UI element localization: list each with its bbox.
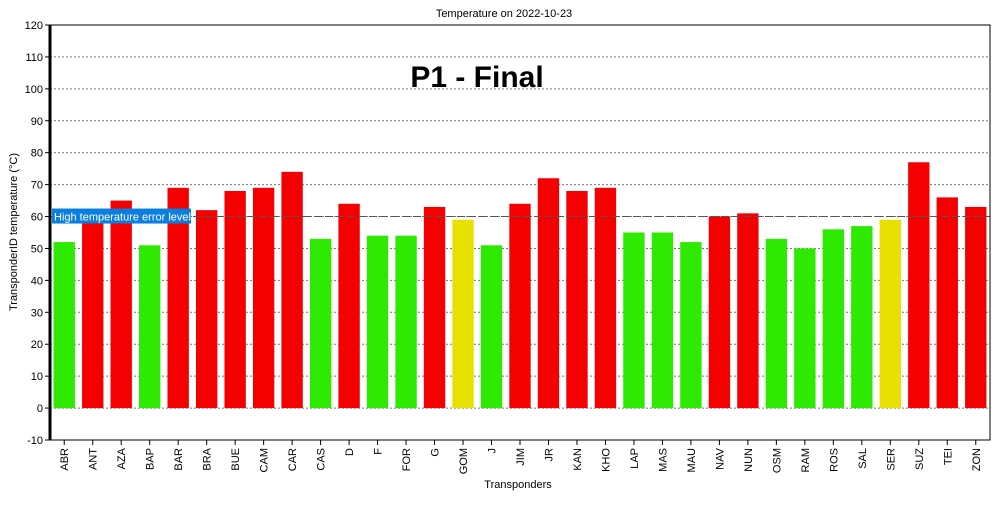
x-tick-label: NUN [743, 448, 755, 472]
y-tick-label: 110 [25, 52, 43, 64]
bar-g [423, 206, 446, 409]
x-tick-label: JR [543, 448, 555, 462]
x-tick-label: BAP [145, 448, 157, 470]
x-tick-label: RAM [800, 448, 812, 472]
x-tick-label: BAR [173, 448, 185, 471]
x-tick-label: LAP [629, 448, 641, 469]
y-tick-label: 20 [31, 339, 43, 351]
x-tick-label: SER [885, 448, 897, 471]
bar-for [395, 235, 417, 409]
bar-lap [623, 232, 645, 409]
x-tick-label: ZON [971, 448, 983, 471]
bar-ser [879, 219, 901, 409]
bar-bra [195, 210, 218, 409]
bar-aza [110, 200, 132, 409]
x-tick-label: MAU [686, 448, 698, 473]
x-tick-label: MAS [657, 448, 669, 472]
y-tick-label: 30 [31, 307, 43, 319]
x-tick-label: CAM [259, 448, 271, 472]
bar-kho [594, 187, 617, 409]
x-tick-label: NAV [714, 447, 726, 469]
y-tick-label: 60 [31, 212, 43, 224]
x-tick-label: FOR [401, 448, 413, 471]
overlay-title: P1 - Final [410, 61, 543, 94]
bar-tei [936, 197, 958, 409]
y-tick-label: 40 [31, 275, 43, 287]
bar-bap [139, 245, 161, 409]
bar-ros [822, 229, 845, 409]
x-tick-label: KAN [572, 448, 584, 471]
bar-mas [651, 232, 674, 409]
x-tick-label: CAS [316, 448, 328, 471]
bar-gom [452, 219, 474, 409]
x-tick-label: JIM [515, 448, 527, 466]
x-tick-label: CAR [287, 448, 299, 471]
x-tick-label: KHO [600, 448, 612, 472]
bar-nun [737, 213, 759, 409]
x-tick-label: J [487, 448, 499, 454]
bar-car [281, 171, 303, 409]
x-tick-label: BUE [230, 448, 242, 471]
x-tick-label: ABR [59, 448, 71, 471]
y-tick-label: -10 [27, 435, 43, 447]
bar-zon [965, 206, 987, 409]
x-tick-label: D [344, 448, 356, 456]
bar-kan [566, 191, 588, 409]
bar-sal [851, 226, 873, 409]
x-tick-label: BRA [202, 447, 214, 470]
x-tick-label: OSM [771, 448, 783, 473]
x-tick-label: SAL [857, 448, 869, 469]
threshold-label: High temperature error level [54, 212, 191, 224]
bar-d [338, 203, 360, 409]
bar-cam [252, 187, 275, 409]
bar-suz [908, 162, 930, 409]
chart-title: Temperature on 2022-10-23 [436, 8, 572, 20]
bar-abr [53, 242, 75, 409]
bar-cas [309, 238, 332, 409]
bar-nav [708, 216, 731, 409]
x-tick-label: TEI [942, 448, 954, 465]
y-tick-label: 10 [31, 371, 43, 383]
bar-bue [224, 191, 246, 409]
bar-jr [537, 178, 560, 409]
y-tick-label: 0 [37, 403, 43, 415]
x-axis-label: Transponders [484, 479, 552, 491]
x-tick-label: AZA [116, 447, 128, 469]
bar-mau [680, 242, 702, 409]
y-tick-label: 90 [31, 116, 43, 128]
threshold-label-bg [52, 208, 191, 224]
bar-bar [167, 187, 189, 409]
bar-osm [765, 238, 788, 409]
bar-jim [509, 203, 531, 409]
y-tick-label: 50 [31, 243, 43, 255]
x-tick-label: F [373, 448, 385, 455]
x-tick-label: ROS [828, 448, 840, 472]
x-tick-label: SUZ [914, 448, 926, 470]
y-tick-label: 120 [25, 20, 43, 32]
bar-j [480, 245, 503, 409]
bar-f [366, 235, 389, 409]
y-tick-label: 70 [31, 180, 43, 192]
bar-ant [82, 213, 104, 409]
y-tick-label: 100 [25, 84, 43, 96]
y-axis-label: TransponderID temperature (°C) [8, 153, 20, 311]
y-tick-label: 80 [31, 148, 43, 160]
x-tick-label: ANT [88, 448, 100, 470]
x-tick-label: GOM [458, 448, 470, 474]
bar-ram [794, 248, 816, 409]
x-tick-label: G [430, 448, 442, 457]
